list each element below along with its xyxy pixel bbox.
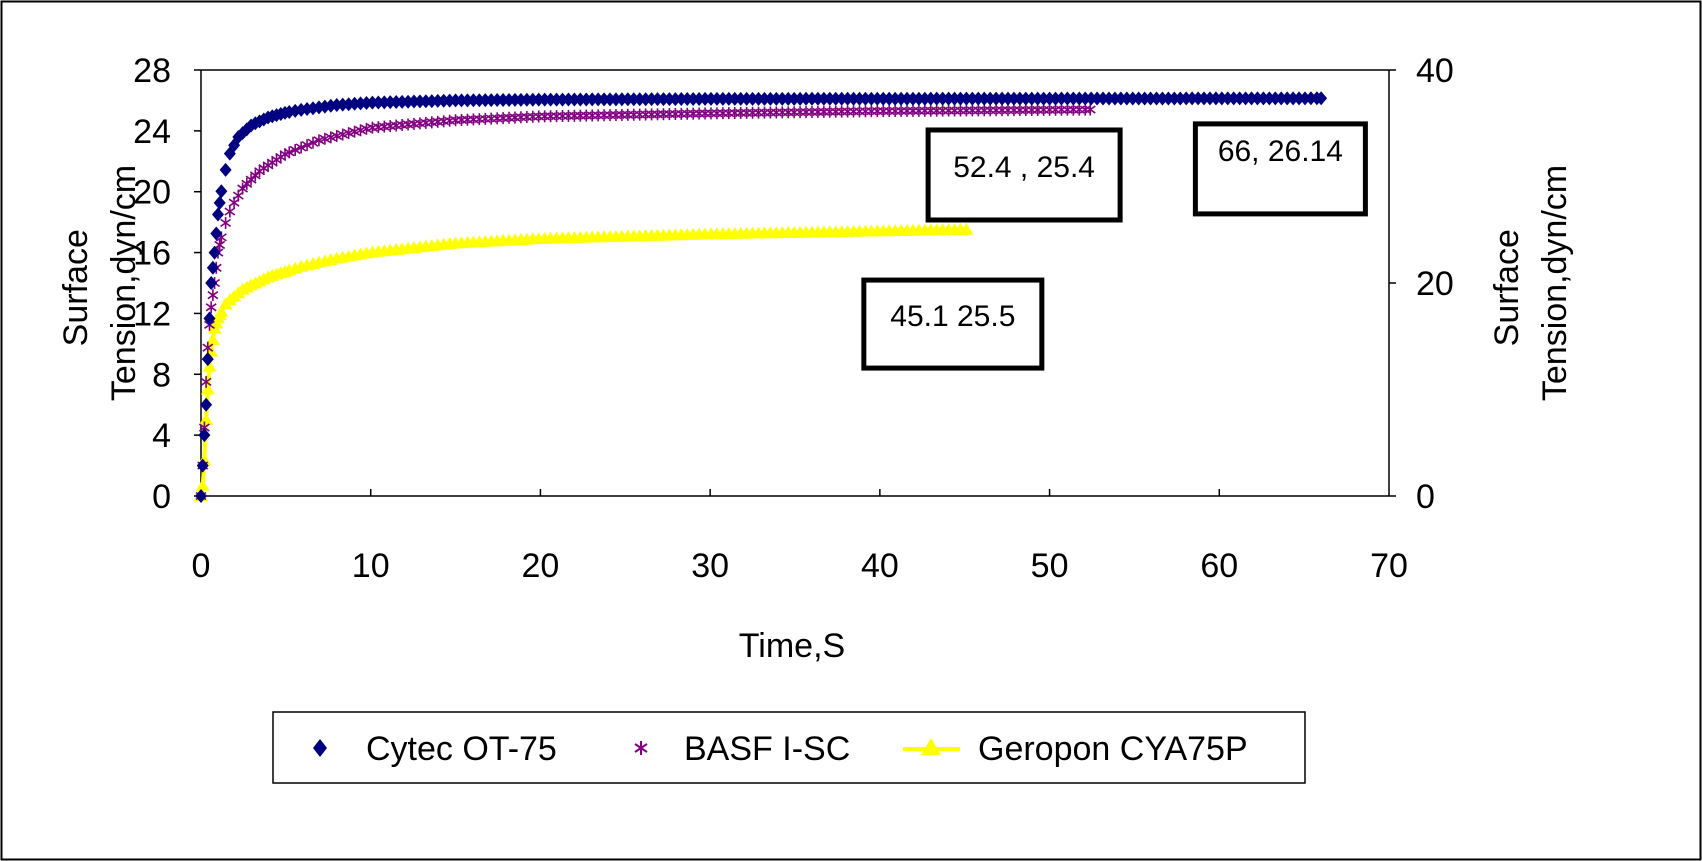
data-point <box>219 162 232 177</box>
annotation-label: 52.4 , 25.4 <box>953 151 1095 184</box>
data-point <box>202 359 217 372</box>
left-y-tick-label: 28 <box>133 52 171 90</box>
data-point <box>215 184 228 199</box>
data-point <box>237 182 249 195</box>
data-point <box>1079 103 1091 116</box>
right-y-axis-ticks: 0 20 40 <box>1389 52 1454 516</box>
data-point <box>205 276 218 290</box>
data-point <box>1084 103 1096 116</box>
left-y-tick-label: 16 <box>133 235 171 273</box>
legend-item-cytec: Cytec OT-75 <box>313 730 557 768</box>
data-point <box>200 375 212 388</box>
right-y-axis-title: Surface Tension,dyn/cm <box>1488 165 1574 401</box>
data-point <box>211 207 224 222</box>
annotation-callout: 45.1 25.5 <box>861 277 1045 371</box>
annotation-box <box>1192 121 1368 217</box>
data-point <box>201 352 214 367</box>
data-point <box>220 216 232 229</box>
data-point <box>210 226 223 241</box>
legend-label-basf: BASF I-SC <box>684 730 850 768</box>
series-basf-i-sc <box>195 103 1096 502</box>
x-tick-label: 60 <box>1200 547 1238 585</box>
data-point <box>196 458 209 473</box>
left-y-axis-ticks: 0 4 8 12 16 20 24 28 <box>133 52 201 516</box>
x-tick-label: 10 <box>352 547 390 585</box>
data-point <box>307 136 319 149</box>
legend-marker-star-icon <box>634 741 648 755</box>
left-y-axis-title-line-2: Tension,dyn/cm <box>105 165 143 401</box>
legend: Cytec OT-75 BASF I-SC Geropon CYA75P <box>272 711 1306 784</box>
annotation-label: 45.1 25.5 <box>890 300 1015 333</box>
left-y-tick-label: 0 <box>152 478 171 516</box>
data-point <box>241 177 253 190</box>
data-point <box>1315 91 1328 106</box>
x-tick-label: 0 <box>192 547 211 585</box>
data-point <box>205 333 220 346</box>
annotation-label: 66, 26.14 <box>1218 135 1343 168</box>
data-point <box>205 301 217 314</box>
data-point <box>245 173 257 186</box>
data-point <box>313 134 325 147</box>
right-y-tick-label: 0 <box>1416 478 1435 516</box>
data-point <box>206 260 219 275</box>
data-point <box>202 341 214 354</box>
left-y-tick-label: 20 <box>133 174 171 212</box>
left-y-tick-label: 24 <box>133 113 171 151</box>
data-point <box>283 146 295 159</box>
legend-item-basf: BASF I-SC <box>634 730 850 768</box>
legend-item-geropon: Geropon CYA75P <box>903 730 1248 768</box>
right-y-tick-label: 20 <box>1416 265 1454 303</box>
data-point <box>214 304 229 317</box>
left-y-tick-label: 8 <box>152 356 171 394</box>
data-point <box>301 139 313 152</box>
data-point <box>249 169 261 182</box>
left-y-tick-label: 12 <box>133 295 171 333</box>
data-point <box>289 143 301 156</box>
legend-label-geropon: Geropon CYA75P <box>978 730 1248 768</box>
left-y-axis-title: Surface Tension,dyn/cm <box>57 165 143 401</box>
x-axis-title: Time,S <box>739 627 845 665</box>
legend-label-cytec: Cytec OT-75 <box>366 730 557 768</box>
data-point <box>214 238 226 251</box>
x-tick-label: 70 <box>1370 547 1408 585</box>
data-point <box>195 489 207 503</box>
data-point <box>200 397 213 412</box>
left-y-axis-title-line-1: Surface <box>57 229 95 346</box>
right-y-axis-title-line-1: Surface <box>1488 229 1526 346</box>
data-point <box>203 311 216 326</box>
x-tick-label: 20 <box>522 547 560 585</box>
data-point <box>295 141 307 154</box>
x-tick-label: 50 <box>1031 547 1069 585</box>
data-point <box>207 289 219 302</box>
series-layer <box>194 91 1328 503</box>
left-y-tick-label: 4 <box>152 417 171 455</box>
data-point <box>208 245 221 260</box>
legend-marker-diamond-icon <box>313 739 327 757</box>
data-point <box>198 428 211 443</box>
x-axis-ticks: 0 10 20 30 40 50 60 70 <box>192 489 1408 585</box>
annotation-callout: 52.4 , 25.4 <box>925 127 1123 223</box>
series-geropon-cya75p <box>194 222 974 501</box>
data-point <box>213 195 226 210</box>
data-point <box>199 412 214 425</box>
annotation-box <box>925 127 1123 223</box>
annotation-layer: 45.1 25.5 52.4 , 25.4 66, 26.14 <box>861 121 1368 371</box>
right-y-tick-label: 40 <box>1416 52 1454 90</box>
annotation-box <box>861 277 1045 371</box>
legend-box <box>272 711 1306 784</box>
data-point <box>224 205 236 218</box>
data-point <box>195 478 210 491</box>
series-cytec-ot-75 <box>195 91 1328 503</box>
x-tick-label: 30 <box>691 547 729 585</box>
x-tick-label: 40 <box>861 547 899 585</box>
annotation-callout: 66, 26.14 <box>1192 121 1368 217</box>
legend-marker-triangle-icon <box>921 738 941 755</box>
data-point <box>959 222 974 235</box>
right-y-axis-title-line-2: Tension,dyn/cm <box>1536 165 1574 401</box>
data-point <box>200 382 215 395</box>
